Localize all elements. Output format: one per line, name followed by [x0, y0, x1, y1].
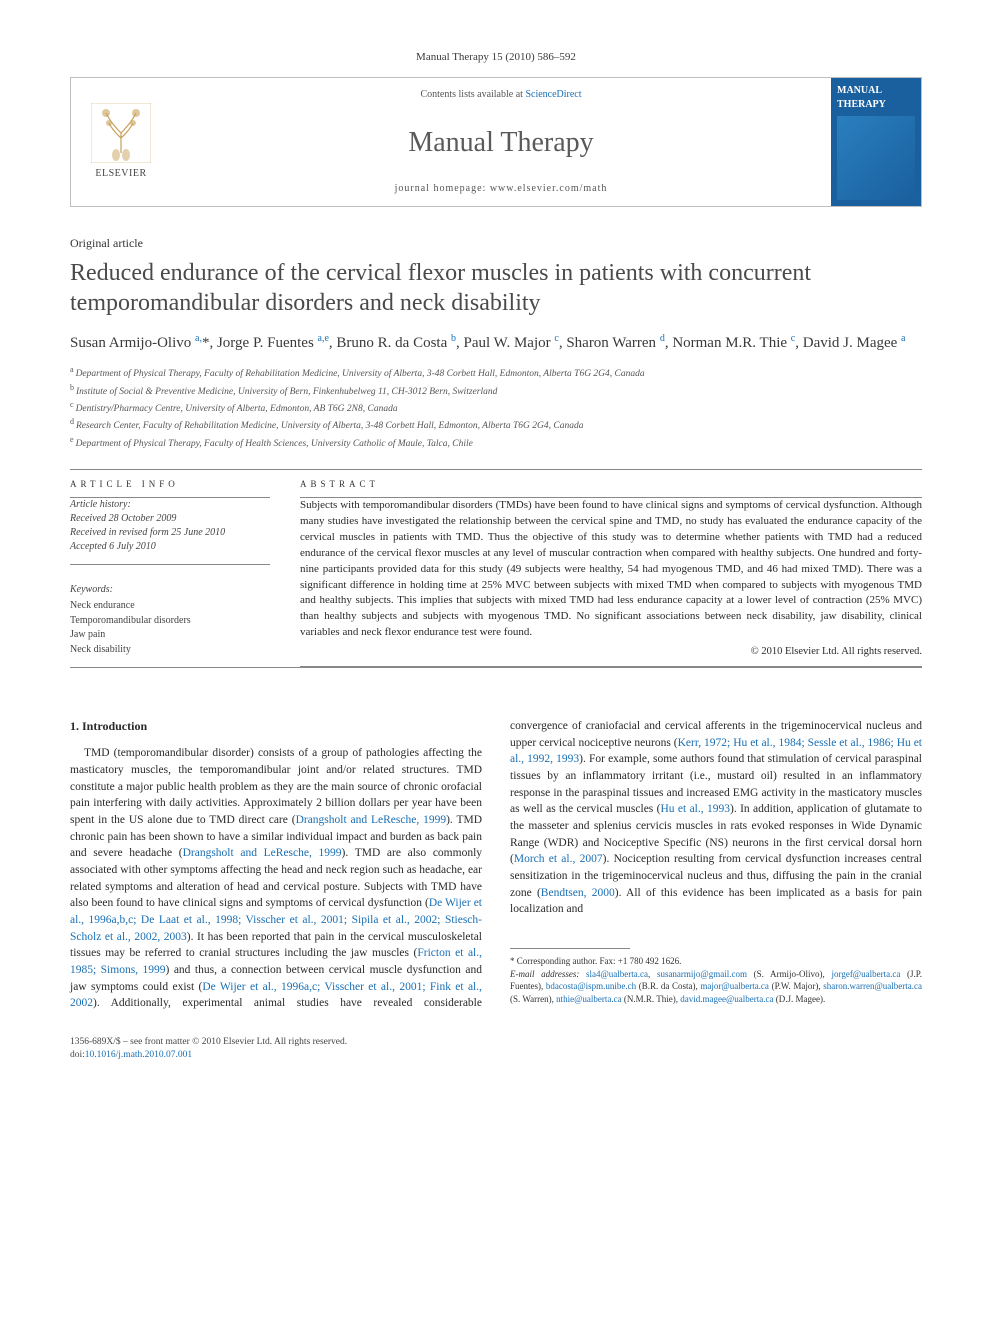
divider: [70, 564, 270, 565]
sciencedirect-link[interactable]: ScienceDirect: [525, 89, 581, 100]
page-footer: 1356-689X/$ – see front matter © 2010 El…: [70, 1036, 922, 1063]
emails-label: E-mail addresses:: [510, 969, 579, 979]
affiliation-list: aDepartment of Physical Therapy, Faculty…: [70, 364, 922, 451]
divider: [300, 666, 922, 667]
divider: [70, 469, 922, 470]
author-list: Susan Armijo-Olivo a,*, Jorge P. Fuentes…: [70, 332, 922, 354]
contents-available-line: Contents lists available at ScienceDirec…: [420, 88, 581, 102]
article-info-column: ARTICLE INFO Article history: Received 2…: [70, 478, 270, 667]
article-title: Reduced endurance of the cervical flexor…: [70, 258, 922, 318]
journal-cover-thumbnail: MANUAL THERAPY: [831, 78, 921, 206]
publisher-logo-block: ELSEVIER: [71, 78, 171, 206]
journal-homepage: journal homepage: www.elsevier.com/math: [395, 182, 608, 196]
keywords-label: Keywords:: [70, 583, 270, 598]
divider: [70, 667, 922, 668]
keywords-list: Neck enduranceTemporomandibular disorder…: [70, 600, 191, 655]
journal-reference: Manual Therapy 15 (2010) 586–592: [70, 50, 922, 65]
footnote-rule: [510, 948, 630, 949]
front-matter-line: 1356-689X/$ – see front matter © 2010 El…: [70, 1037, 347, 1047]
keywords-block: Keywords: Neck enduranceTemporomandibula…: [70, 583, 270, 658]
history-revised: Received in revised form 25 June 2010: [70, 527, 225, 538]
history-accepted: Accepted 6 July 2010: [70, 541, 156, 552]
email-addresses: E-mail addresses: sla4@ualberta.ca, susa…: [510, 968, 922, 1006]
publisher-name: ELSEVIER: [95, 167, 146, 181]
article-history: Article history: Received 28 October 200…: [70, 498, 270, 554]
history-label: Article history:: [70, 499, 131, 510]
abstract-copyright: © 2010 Elsevier Ltd. All rights reserved…: [300, 645, 922, 660]
abstract-column: ABSTRACT Subjects with temporomandibular…: [300, 478, 922, 667]
doi-label: doi:: [70, 1050, 85, 1060]
history-received: Received 28 October 2009: [70, 513, 176, 524]
footer-left: 1356-689X/$ – see front matter © 2010 El…: [70, 1036, 347, 1063]
cover-title: MANUAL THERAPY: [837, 84, 915, 112]
elsevier-tree-icon: [91, 103, 151, 163]
abstract-text: Subjects with temporomandibular disorder…: [300, 498, 922, 641]
contents-prefix: Contents lists available at: [420, 89, 525, 100]
corresponding-author-footnote: * Corresponding author. Fax: +1 780 492 …: [510, 955, 922, 1005]
journal-name: Manual Therapy: [408, 123, 593, 162]
doi-link[interactable]: 10.1016/j.math.2010.07.001: [85, 1050, 192, 1060]
abstract-heading: ABSTRACT: [300, 478, 922, 491]
corr-author-line: * Corresponding author. Fax: +1 780 492 …: [510, 955, 922, 968]
article-type: Original article: [70, 235, 922, 252]
header-center: Contents lists available at ScienceDirec…: [171, 78, 831, 206]
section-heading: 1. Introduction: [70, 718, 482, 735]
article-info-heading: ARTICLE INFO: [70, 478, 270, 491]
cover-image-placeholder: [837, 116, 915, 200]
journal-header-box: ELSEVIER Contents lists available at Sci…: [70, 77, 922, 207]
body-two-column: 1. Introduction TMD (temporomandibular d…: [70, 718, 922, 1012]
